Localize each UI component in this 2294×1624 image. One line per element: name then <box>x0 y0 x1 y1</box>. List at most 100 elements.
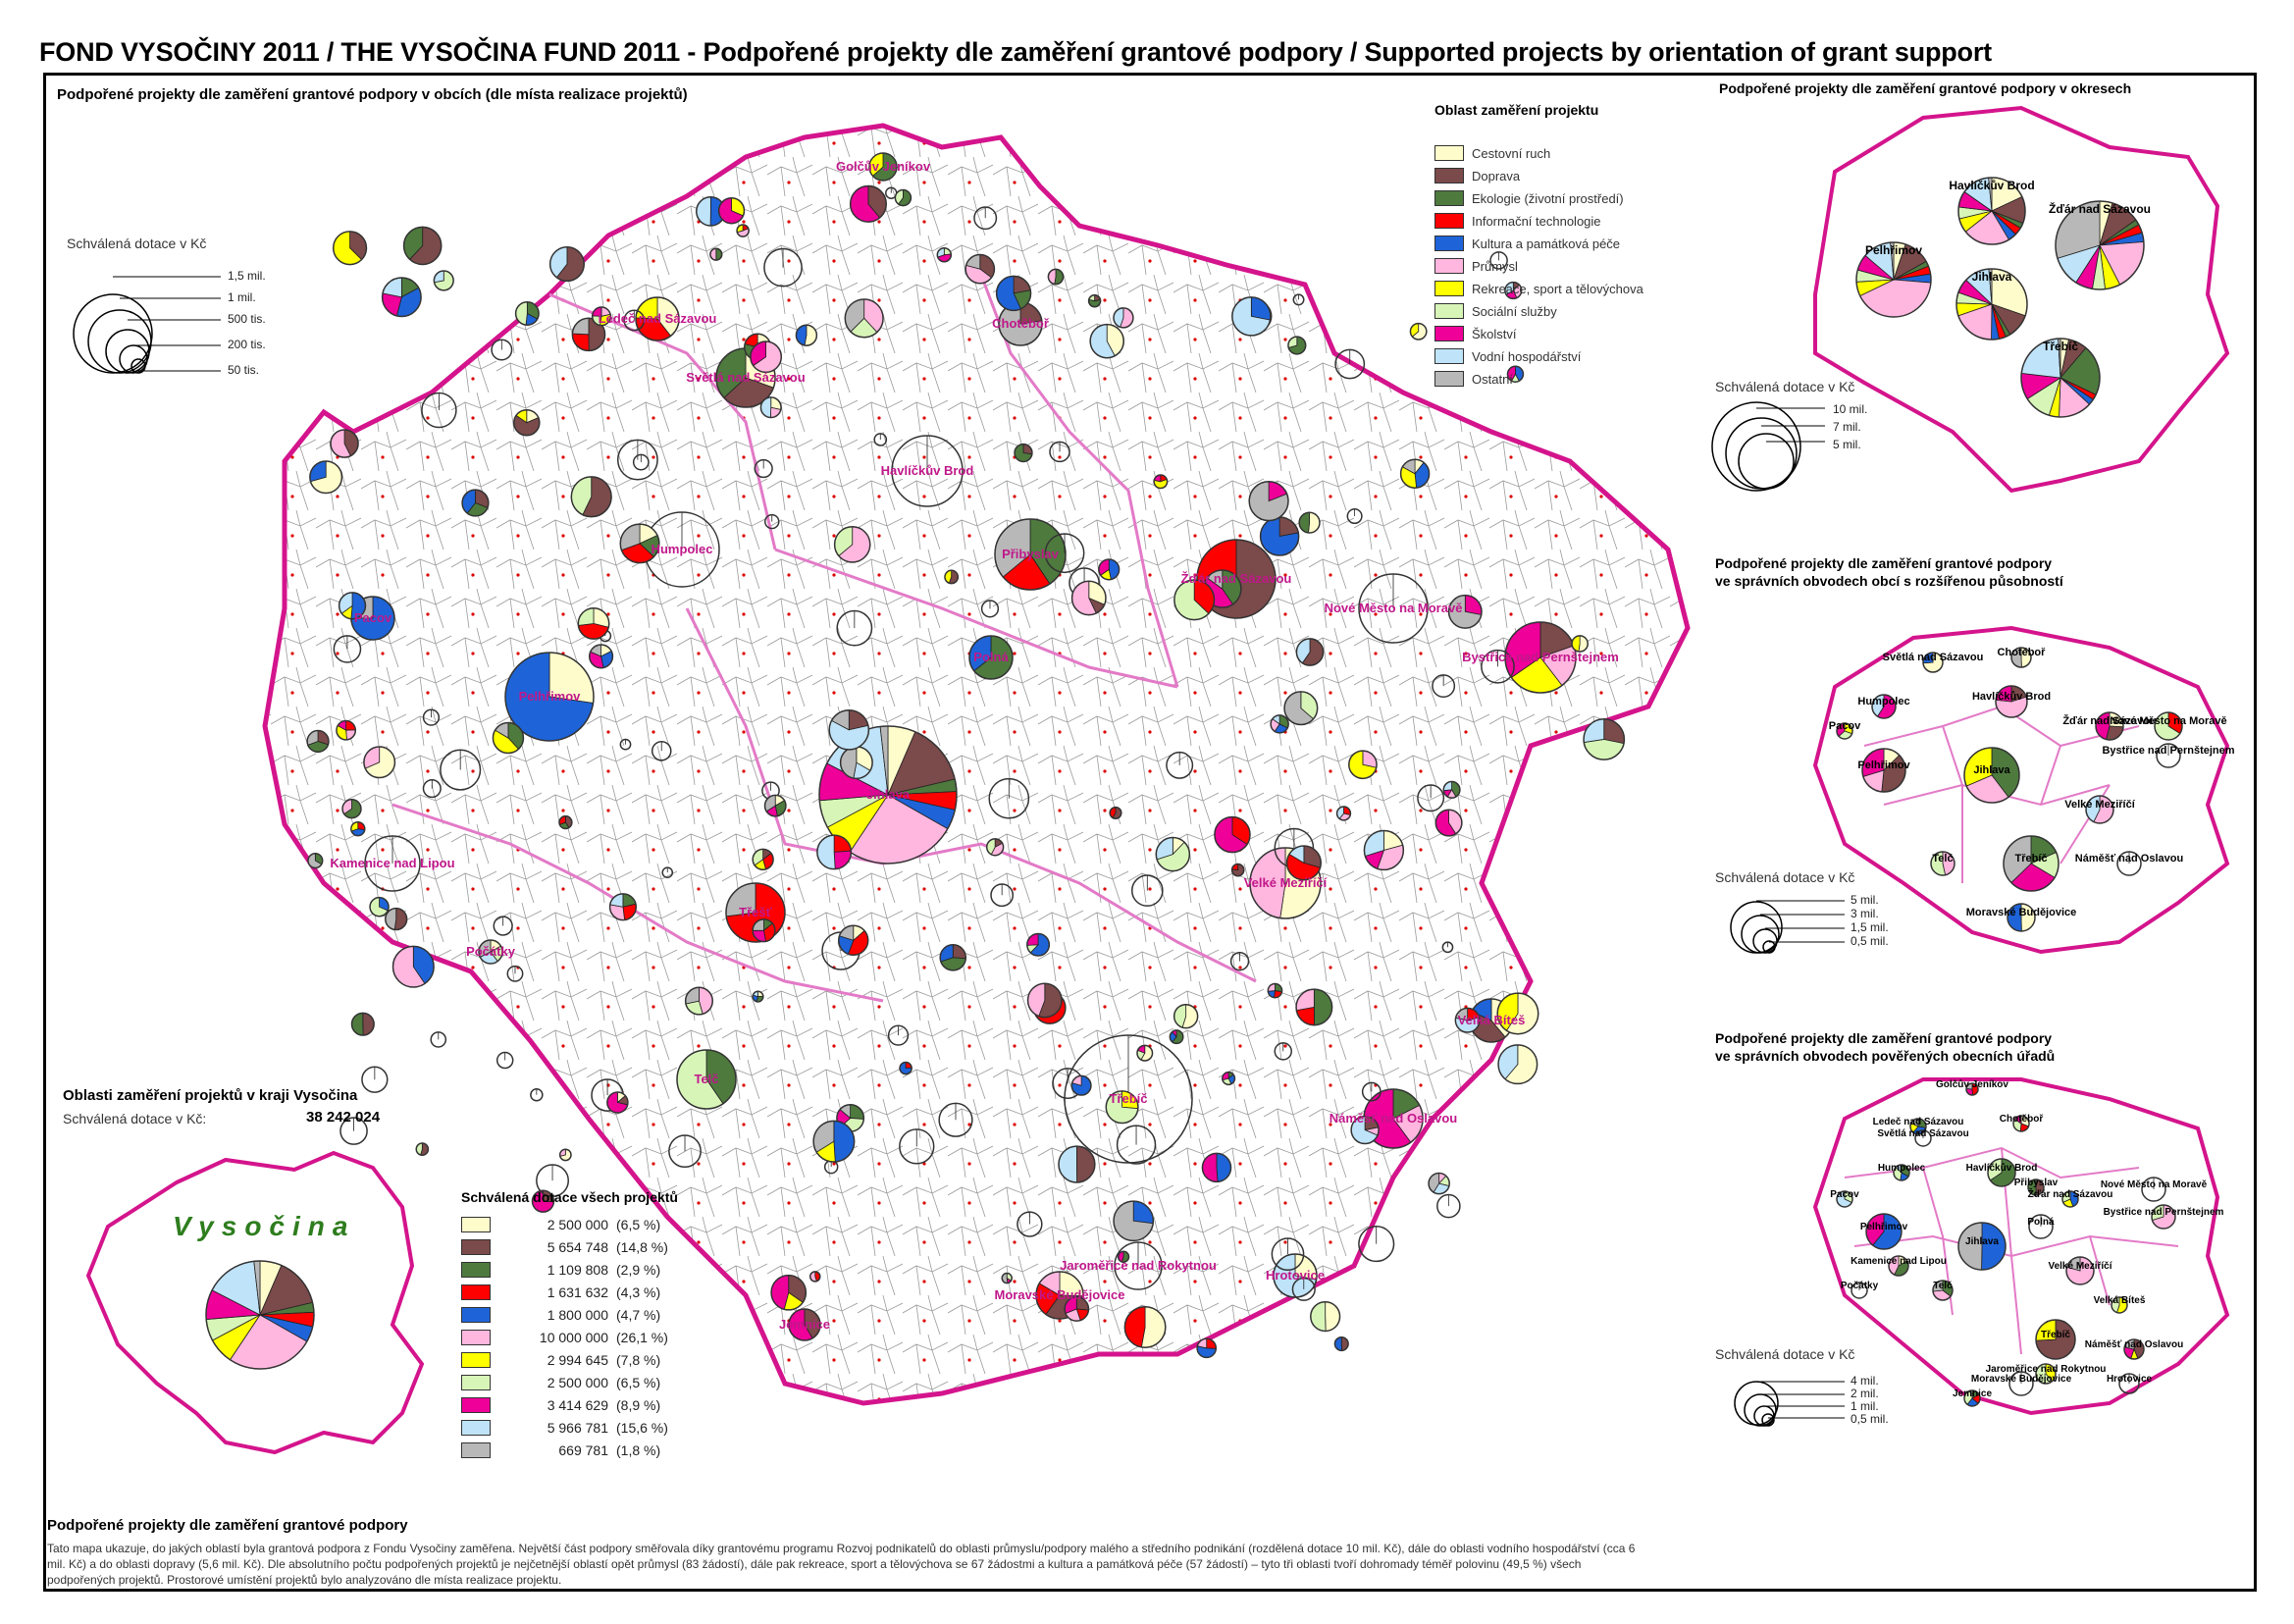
pie-outline <box>1267 982 1283 999</box>
place-label: Náměšť nad Oslavou <box>1329 1111 1458 1126</box>
municipality-pie <box>1136 1044 1154 1062</box>
pie-outline <box>530 1088 544 1102</box>
legend-item: Doprava <box>1434 166 1520 185</box>
pie-outline <box>828 708 870 751</box>
amount-row: 10 000 000 (26,1 %) <box>461 1328 668 1347</box>
municipality-pie <box>754 458 773 479</box>
amount-percent: (26,1 %) <box>616 1330 668 1345</box>
pie-outline <box>1399 458 1431 489</box>
amount-percent: (6,5 %) <box>616 1375 661 1390</box>
municipality-pie <box>837 924 869 957</box>
orp-pie <box>1995 685 2028 718</box>
pie-outline <box>1851 1282 1868 1299</box>
legend-swatch <box>1434 258 1464 274</box>
municipality-pie <box>531 1189 555 1213</box>
municipality-pie <box>1583 718 1626 760</box>
pie-outline <box>1428 1172 1450 1195</box>
pie-outline <box>752 990 764 1003</box>
municipality-pie <box>661 866 674 878</box>
pie-outline <box>2151 1204 2176 1230</box>
district-pie <box>1855 241 1932 318</box>
pie-outline <box>899 1061 912 1075</box>
municipality-pie <box>1001 1272 1013 1284</box>
pou-pie <box>1888 1255 1909 1277</box>
pie-outline <box>1117 1250 1130 1263</box>
place-label: Počátky <box>466 944 516 959</box>
pie-outline <box>894 188 912 207</box>
place-label: Humpolec <box>1878 1163 1926 1174</box>
pie-outline <box>1196 539 1277 619</box>
municipality-pie <box>1409 322 1428 341</box>
pou-pie <box>1957 1222 2007 1271</box>
main-scale-label: 200 tis. <box>228 338 266 351</box>
pie-outline <box>1334 348 1366 380</box>
municipality-pie <box>577 607 610 640</box>
pie-outline <box>1105 1090 1139 1125</box>
municipality-pie <box>795 324 818 346</box>
municipality-pie <box>1274 1042 1292 1061</box>
municipality-pie <box>306 729 330 754</box>
place-label: Pelhřimov <box>1860 1222 1908 1232</box>
municipality-pie <box>361 1066 389 1093</box>
pie-outline <box>752 918 776 943</box>
pie-outline <box>1113 1200 1155 1242</box>
pie-outline <box>1955 268 2028 341</box>
pie-outline <box>2010 647 2032 668</box>
legend-swatch <box>1434 190 1464 206</box>
pie-outline <box>1909 1118 1927 1135</box>
municipality-pie <box>1504 281 1523 300</box>
municipality-pie <box>1358 1226 1395 1263</box>
place-label: Humpolec <box>1857 696 1909 707</box>
pie-outline <box>868 152 898 182</box>
municipality-pies <box>306 152 1626 1359</box>
pie-outline <box>1441 941 1454 954</box>
pie-outline <box>1506 365 1525 383</box>
pou-scale-label: 0,5 mil. <box>1851 1412 1889 1426</box>
pie-outline <box>990 883 1015 908</box>
pou-panel-title: Podpořené projekty dle zaměření grantové… <box>1715 1030 2053 1046</box>
pie-outline <box>1064 1296 1090 1322</box>
municipality-pie <box>736 224 750 237</box>
orp-scale-label: 3 mil. <box>1851 907 1879 920</box>
districts-scale-label: 10 mil. <box>1833 402 1868 416</box>
district-boundaries <box>391 274 1257 1003</box>
pie-outline <box>2028 1214 2054 1239</box>
main-scale-label: 50 tis. <box>228 363 260 377</box>
municipality-pie <box>763 247 803 288</box>
pou-inset-boundaries <box>1844 1146 2179 1355</box>
municipality-pie <box>548 246 585 283</box>
place-label: Polná <box>973 650 1009 664</box>
pie-outline <box>2003 835 2059 892</box>
city-pie <box>364 835 421 892</box>
amount-swatch <box>461 1397 491 1413</box>
pie-outline <box>1995 685 2028 718</box>
municipality-pie <box>623 309 646 332</box>
pie-outline <box>536 1164 570 1198</box>
municipality-pie <box>422 778 442 799</box>
pou-pie <box>1932 1280 1954 1301</box>
municipality-pie <box>506 965 524 982</box>
municipality-pie <box>1434 809 1463 837</box>
pie-outline <box>1153 474 1169 490</box>
pie-outline <box>608 893 638 921</box>
orp-scale-label: 0,5 mil. <box>1851 934 1889 948</box>
municipality-pie <box>1047 268 1065 286</box>
pie-outline <box>2012 1115 2030 1132</box>
pie-outline <box>1348 750 1378 780</box>
place-label: Havlíčkův Brod <box>881 463 974 478</box>
legend-swatch <box>1434 213 1464 229</box>
pie-outline <box>1922 652 1944 673</box>
pie-outline <box>504 652 595 742</box>
city-labels: Golčův Jeníkov Ledeč nad Sázavou Světlá na… <box>330 159 1618 1332</box>
municipality-pie <box>938 1102 973 1137</box>
amount-percent: (1,8 %) <box>616 1442 661 1458</box>
municipality-pie <box>1173 1003 1199 1029</box>
municipality-pie <box>990 883 1015 908</box>
place-label: Světlá nad Sázavou <box>1877 1128 1968 1139</box>
pie-outline <box>619 523 660 564</box>
municipality-pie <box>1489 251 1508 270</box>
pie-outline <box>754 458 773 479</box>
municipality-pie <box>1014 443 1033 463</box>
pie-outline <box>1173 1003 1199 1029</box>
